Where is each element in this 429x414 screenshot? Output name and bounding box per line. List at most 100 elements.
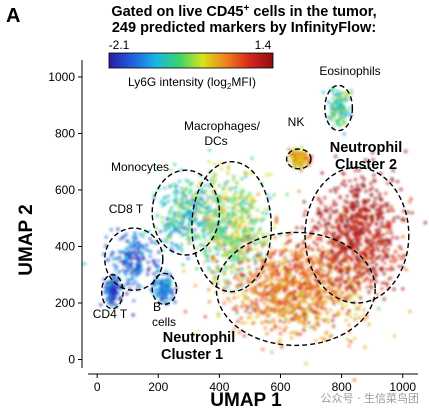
scatter-point: [221, 216, 225, 220]
scatter-point: [199, 186, 203, 190]
scatter-point: [351, 207, 355, 211]
scatter-point: [203, 201, 207, 205]
scatter-point: [195, 221, 199, 225]
scatter-point: [112, 263, 116, 267]
scatter-point: [116, 227, 120, 231]
scatter-point: [198, 207, 202, 211]
scatter-point: [352, 201, 356, 205]
scatter-point: [256, 306, 260, 310]
scatter-point: [259, 310, 263, 314]
scatter-point: [340, 216, 344, 220]
scatter-point: [176, 246, 180, 251]
scatter-point: [390, 254, 394, 258]
scatter-point: [255, 253, 259, 257]
scatter-point: [254, 290, 258, 294]
scatter-point: [247, 227, 251, 231]
scatter-point: [423, 221, 427, 225]
scatter-point: [118, 255, 122, 259]
scatter-point: [346, 254, 350, 258]
scatter-point: [389, 205, 393, 209]
scatter-point: [133, 280, 137, 284]
scatter-point: [322, 318, 326, 322]
scatter-point: [230, 200, 234, 204]
scatter-point: [389, 259, 393, 263]
scatter-point: [298, 249, 302, 254]
scatter-point: [363, 206, 368, 210]
scatter-point: [220, 167, 224, 171]
scatter-point: [315, 316, 319, 321]
scatter-point: [336, 107, 340, 111]
scatter-point: [235, 311, 239, 315]
scatter-point: [192, 209, 197, 213]
scatter-point: [312, 240, 316, 244]
scatter-point: [234, 267, 238, 271]
scatter-point: [274, 266, 278, 270]
scatter-point: [249, 172, 253, 176]
scatter-point: [126, 257, 130, 261]
scatter-point: [370, 186, 374, 190]
scatter-point: [179, 225, 183, 229]
scatter-point: [304, 152, 308, 156]
scatter-point: [309, 325, 313, 329]
scatter-point: [182, 228, 186, 232]
scatter-point: [232, 307, 236, 311]
scatter-point: [290, 298, 294, 302]
scatter-point: [292, 289, 297, 293]
scatter-point: [349, 315, 353, 319]
scatter-point: [342, 90, 346, 94]
scatter-point: [329, 270, 334, 274]
scatter-point: [132, 242, 136, 247]
scatter-point: [277, 278, 282, 282]
scatter-point: [292, 282, 296, 286]
scatter-point: [364, 158, 368, 162]
scatter-point: [375, 273, 379, 277]
scatter-point: [292, 152, 296, 156]
scatter-point: [324, 332, 328, 336]
scatter-point: [226, 164, 230, 168]
scatter-point: [120, 236, 124, 240]
scatter-point: [226, 199, 230, 203]
scatter-point: [358, 227, 362, 231]
scatter-point: [108, 281, 112, 285]
scatter-point: [142, 256, 146, 261]
scatter-point: [263, 297, 267, 301]
scatter-point: [237, 227, 241, 231]
scatter-point: [247, 265, 251, 269]
scatter-point: [408, 200, 412, 204]
scatter-point: [386, 181, 390, 185]
scatter-point: [350, 293, 354, 297]
scatter-point: [374, 263, 379, 267]
scatter-point: [350, 213, 354, 217]
scatter-point: [255, 303, 259, 307]
scatter-point: [173, 162, 177, 166]
scatter-point: [244, 195, 248, 199]
scatter-point: [346, 111, 350, 115]
scatter-point: [404, 149, 408, 153]
scatter-point: [236, 268, 240, 272]
scatter-point: [269, 279, 273, 283]
scatter-point: [193, 284, 197, 288]
scatter-point: [375, 203, 379, 207]
scatter-point: [300, 276, 304, 280]
scatter-point: [352, 203, 356, 208]
scatter-point: [239, 279, 243, 283]
scatter-point: [250, 247, 254, 251]
scatter-point: [214, 233, 218, 238]
scatter-point: [364, 189, 368, 193]
scatter-point: [287, 239, 292, 243]
scatter-point: [246, 277, 250, 281]
scatter-point: [278, 282, 282, 286]
x-tick-label: 800: [332, 380, 352, 394]
scatter-point: [365, 269, 369, 273]
scatter-point: [122, 262, 126, 266]
scatter-point: [373, 269, 377, 274]
scatter-point: [298, 286, 302, 290]
scatter-point: [335, 257, 339, 261]
scatter-point: [226, 285, 230, 289]
scatter-point: [228, 299, 232, 303]
scatter-point: [263, 207, 267, 212]
scatter-point: [138, 269, 142, 273]
scatter-point: [290, 291, 294, 296]
scatter-point: [254, 247, 259, 251]
